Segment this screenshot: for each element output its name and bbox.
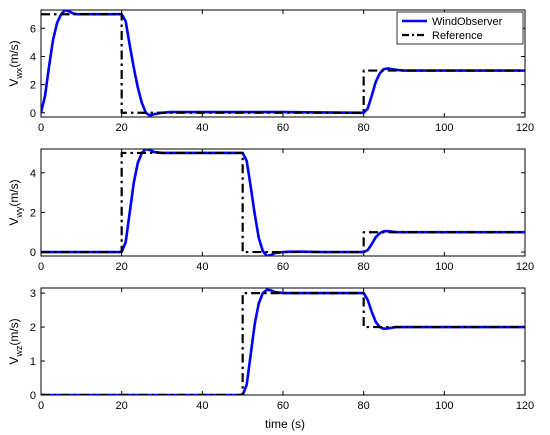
reference-line <box>41 292 525 395</box>
x-tick-label: 80 <box>358 400 370 412</box>
y-tick-label: 0 <box>30 108 36 120</box>
plot-area <box>40 287 526 396</box>
x-tick-label: 60 <box>277 261 289 273</box>
x-tick-label: 0 <box>38 122 44 134</box>
x-tick-label: 120 <box>516 261 534 273</box>
y-tick-label: 4 <box>30 168 36 180</box>
x-tick-label: 100 <box>435 400 453 412</box>
x-tick-label: 60 <box>277 400 289 412</box>
x-tick-label: 40 <box>196 261 208 273</box>
wind-observer-line <box>41 149 525 256</box>
y-tick-label: 0 <box>30 390 36 402</box>
x-tick-label: 40 <box>196 122 208 134</box>
x-tick-label: 80 <box>358 122 370 134</box>
subplot-1: 0 20 40 60 80 100 120 0 2 4 6 Vwx(m/s) WindObserver R… <box>7 9 534 134</box>
x-tick-label: 20 <box>116 261 128 273</box>
legend-box <box>396 11 524 45</box>
y-tick-label: 0 <box>30 247 36 259</box>
reference-line <box>41 13 525 114</box>
y-tick-label: 2 <box>30 322 36 334</box>
legend-reference-label: Reference <box>432 30 483 42</box>
x-tick-label: 20 <box>116 122 128 134</box>
y-tick-label: 2 <box>30 80 36 92</box>
plot-area <box>40 148 526 257</box>
y-tick-label: 1 <box>30 356 36 368</box>
y-tick-label: 3 <box>30 288 36 300</box>
x-tick-label: 0 <box>38 400 44 412</box>
x-tick-label: 100 <box>435 122 453 134</box>
y-axis-label: Vwy(m/s) <box>7 179 24 225</box>
y-axis-label: Vwz(m/s) <box>7 318 24 364</box>
x-tick-label: 120 <box>516 400 534 412</box>
y-tick-label: 4 <box>30 51 36 63</box>
legend-observer-label: WindObserver <box>432 16 503 28</box>
x-tick-label: 120 <box>516 122 534 134</box>
x-tick-label: 100 <box>435 261 453 273</box>
x-tick-label: 40 <box>196 400 208 412</box>
legend: WindObserver Reference <box>396 11 524 45</box>
x-axis-label: time (s) <box>265 417 305 431</box>
subplot-3: 0 20 40 60 80 100 120 0 1 2 3 Vwz(m/s) <box>7 287 534 412</box>
y-axis-label: Vwx(m/s) <box>7 40 24 86</box>
y-tick-label: 6 <box>30 23 36 35</box>
x-tick-label: 60 <box>277 122 289 134</box>
wind-observer-line <box>41 10 525 117</box>
subplot-2: 0 20 40 60 80 100 120 0 2 4 Vwy(m/s) <box>7 148 534 273</box>
x-tick-label: 20 <box>116 400 128 412</box>
x-tick-label: 0 <box>38 261 44 273</box>
x-tick-label: 80 <box>358 261 370 273</box>
y-tick-label: 2 <box>30 207 36 219</box>
